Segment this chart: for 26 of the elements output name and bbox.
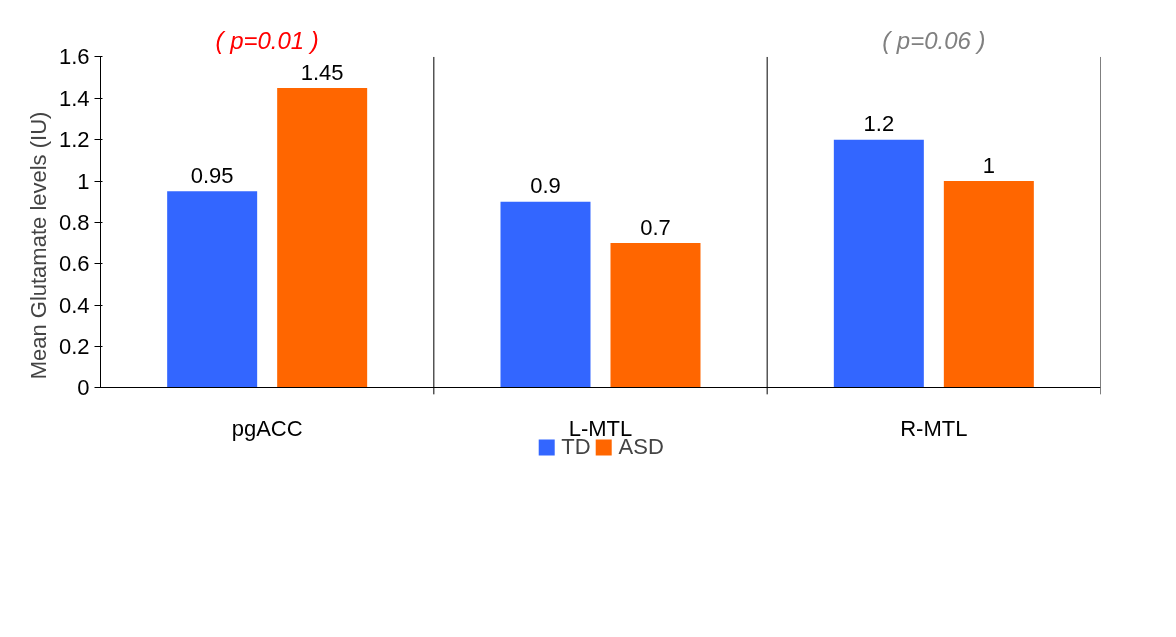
bar	[833, 139, 924, 388]
y-axis-title: Mean Glutamate levels (IU)	[25, 111, 51, 380]
y-tick-label: 0	[77, 375, 90, 401]
bar	[277, 87, 368, 388]
text: ( p=0.01 )	[215, 26, 319, 54]
data-label: 1	[982, 152, 995, 178]
y-tick-label: 0.2	[58, 333, 90, 359]
data-label: 1.45	[300, 59, 344, 85]
y-tick-label: 1	[77, 168, 90, 194]
y-tick-label: 0.4	[58, 292, 90, 318]
bar	[610, 243, 701, 388]
data-label: 0.95	[190, 163, 234, 189]
x-tick-label: pgACC	[231, 415, 303, 441]
y-tick-label: 1.6	[58, 44, 90, 70]
data-label: 1.2	[863, 111, 895, 137]
y-tick-label: 0.6	[58, 251, 90, 277]
y-tick-label: 0.8	[58, 209, 90, 235]
data-label: 0.7	[640, 214, 671, 240]
bar	[500, 201, 591, 388]
bar	[943, 181, 1034, 388]
text: ( p=0.06 )	[882, 26, 986, 54]
x-tick-label: R-MTL	[900, 415, 968, 441]
y-tick-label: 1.4	[58, 85, 90, 111]
bar	[167, 191, 258, 388]
y-tick-label: 1.2	[58, 127, 90, 153]
data-label: 0.9	[530, 173, 561, 199]
